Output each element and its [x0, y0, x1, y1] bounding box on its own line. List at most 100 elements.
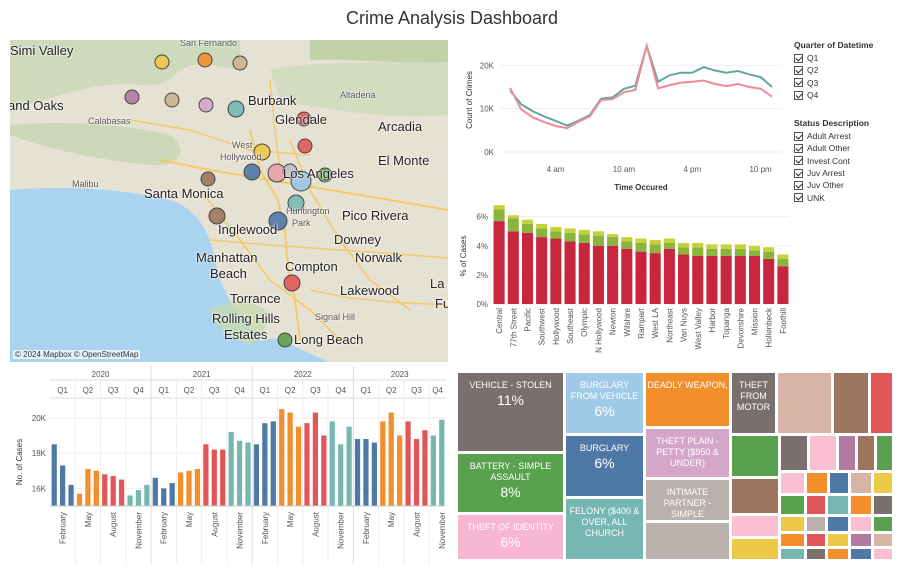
- area-bar-segment-0[interactable]: [720, 256, 732, 304]
- area-bar-segment-2[interactable]: [763, 247, 775, 252]
- area-bar-segment-1[interactable]: [578, 234, 590, 243]
- month-bar[interactable]: [279, 409, 285, 506]
- month-bar[interactable]: [194, 468, 201, 506]
- month-bar[interactable]: [405, 421, 411, 506]
- area-bar-segment-0[interactable]: [777, 266, 789, 304]
- area-bar-segment-2[interactable]: [564, 228, 576, 233]
- area-bar-segment-2[interactable]: [663, 238, 675, 243]
- area-bar-segment-1[interactable]: [550, 231, 562, 239]
- treemap-small-cell[interactable]: [850, 495, 872, 515]
- month-bar[interactable]: [270, 421, 276, 506]
- treemap-small-cell[interactable]: [731, 478, 779, 514]
- month-bar[interactable]: [245, 442, 251, 506]
- area-bar-segment-1[interactable]: [536, 228, 548, 238]
- month-bar[interactable]: [287, 412, 293, 506]
- area-bar-segment-2[interactable]: [607, 234, 619, 238]
- area-bar-segment-0[interactable]: [663, 248, 675, 304]
- treemap-small-cell[interactable]: [809, 435, 837, 471]
- month-bar[interactable]: [397, 435, 403, 506]
- treemap-small-cell[interactable]: [780, 533, 805, 547]
- area-bar-segment-0[interactable]: [706, 256, 718, 304]
- area-bar-segment-0[interactable]: [692, 256, 704, 304]
- treemap-small-cell[interactable]: [645, 522, 730, 560]
- area-bar-segment-1[interactable]: [734, 248, 746, 256]
- map-marker[interactable]: [253, 143, 271, 161]
- month-bar[interactable]: [388, 412, 394, 506]
- treemap-small-cell[interactable]: [873, 495, 893, 515]
- crime-type-treemap[interactable]: VEHICLE - STOLEN 11% BURGLARY FROM VEHICLE…: [457, 372, 893, 560]
- status-legend-item[interactable]: Invest Cont: [794, 155, 869, 167]
- month-bar[interactable]: [220, 449, 226, 506]
- quarter-legend-item[interactable]: Q4: [794, 89, 873, 101]
- month-bar[interactable]: [127, 495, 133, 506]
- month-bar[interactable]: [422, 430, 428, 506]
- map-marker[interactable]: [200, 171, 216, 187]
- area-bar-segment-1[interactable]: [692, 247, 704, 256]
- checkbox-icon[interactable]: [794, 156, 803, 166]
- treemap-small-cell[interactable]: [827, 516, 849, 532]
- area-bar-segment-1[interactable]: [621, 241, 633, 249]
- area-bar-segment-2[interactable]: [649, 240, 661, 245]
- treemap-small-cell[interactable]: [806, 472, 828, 494]
- area-bar-segment-2[interactable]: [678, 242, 690, 248]
- area-bar-segment-0[interactable]: [536, 237, 548, 304]
- area-bar-segment-0[interactable]: [621, 248, 633, 304]
- area-bar-segment-1[interactable]: [649, 244, 661, 254]
- cases-by-area-chart[interactable]: 0% 2% 4% 6% % of Cases Central 77th Street Paci…: [452, 200, 794, 368]
- month-bar[interactable]: [169, 483, 175, 506]
- area-bar-segment-2[interactable]: [720, 244, 732, 249]
- month-bar[interactable]: [60, 465, 66, 506]
- area-bar-segment-2[interactable]: [521, 219, 534, 224]
- treemap-cell[interactable]: BATTERY - SIMPLE ASSAULT 8%: [457, 453, 564, 513]
- map-marker[interactable]: [198, 97, 214, 113]
- area-bar-segment-2[interactable]: [592, 231, 604, 236]
- area-bar-segment-2[interactable]: [536, 224, 548, 229]
- checkbox-icon[interactable]: [794, 65, 803, 75]
- month-bar[interactable]: [371, 442, 377, 506]
- treemap-small-cell[interactable]: [731, 435, 779, 477]
- month-bar[interactable]: [68, 484, 74, 506]
- area-bar-segment-2[interactable]: [550, 226, 562, 232]
- month-bar[interactable]: [236, 440, 243, 506]
- area-bar-segment-2[interactable]: [692, 242, 704, 248]
- treemap-small-cell[interactable]: [827, 495, 849, 515]
- area-bar-segment-1[interactable]: [564, 232, 576, 242]
- checkbox-icon[interactable]: [794, 143, 803, 153]
- map-marker[interactable]: [243, 163, 261, 181]
- area-bar-segment-2[interactable]: [777, 254, 789, 259]
- checkbox-icon[interactable]: [794, 193, 803, 203]
- treemap-cell[interactable]: THEFT OF IDENTITY 6%: [457, 514, 564, 560]
- area-bar-segment-1[interactable]: [706, 248, 718, 256]
- month-bar[interactable]: [354, 439, 361, 506]
- area-bar-segment-2[interactable]: [706, 244, 718, 249]
- month-bar[interactable]: [346, 426, 352, 506]
- month-bar[interactable]: [321, 435, 327, 506]
- month-bar[interactable]: [338, 444, 344, 506]
- map-marker[interactable]: [317, 167, 333, 183]
- month-bar[interactable]: [135, 490, 142, 506]
- quarter-legend-item[interactable]: Q1: [794, 52, 873, 64]
- treemap-cell[interactable]: DEADLY WEAPON,: [645, 372, 730, 427]
- month-bar[interactable]: [262, 423, 268, 506]
- map-marker[interactable]: [197, 52, 213, 68]
- area-bar-segment-1[interactable]: [663, 242, 675, 249]
- area-bar-segment-0[interactable]: [507, 231, 519, 304]
- area-bar-segment-2[interactable]: [621, 237, 633, 242]
- treemap-small-cell[interactable]: [780, 495, 805, 515]
- map-marker[interactable]: [268, 211, 288, 231]
- month-bar[interactable]: [312, 412, 319, 506]
- status-legend-item[interactable]: Adult Arrest: [794, 130, 869, 142]
- area-bar-segment-2[interactable]: [635, 238, 647, 243]
- treemap-small-cell[interactable]: [850, 472, 872, 494]
- treemap-small-cell[interactable]: [850, 533, 872, 547]
- status-legend[interactable]: Status Description Adult Arrest Adult Oth…: [794, 118, 869, 204]
- area-bar-segment-0[interactable]: [564, 241, 576, 304]
- month-bar[interactable]: [228, 431, 234, 506]
- month-bar[interactable]: [119, 479, 125, 506]
- treemap-small-cell[interactable]: [780, 516, 805, 532]
- area-bar-segment-0[interactable]: [493, 221, 505, 304]
- quarter-legend[interactable]: Quarter of Datetime Q1 Q2 Q3 Q4: [794, 40, 873, 101]
- month-bar[interactable]: [76, 493, 83, 506]
- map-marker[interactable]: [297, 138, 313, 154]
- map-marker[interactable]: [290, 170, 312, 192]
